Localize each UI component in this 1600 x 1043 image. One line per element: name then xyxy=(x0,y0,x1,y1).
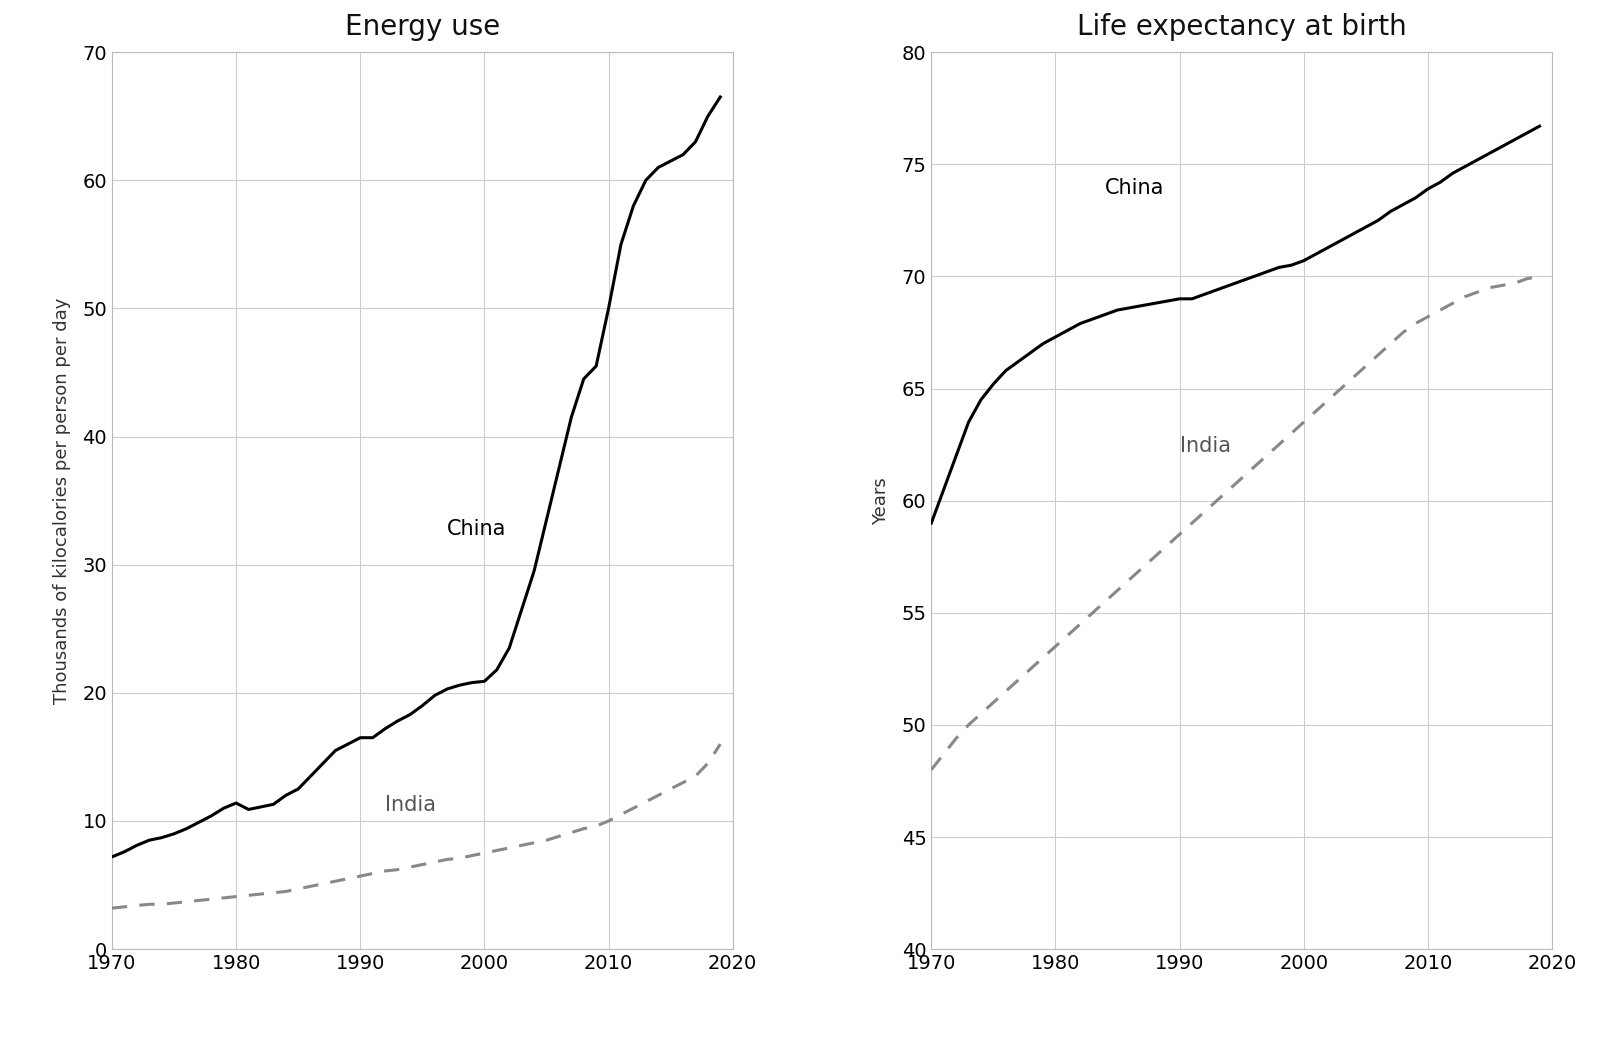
Title: Energy use: Energy use xyxy=(344,14,499,42)
Title: Life expectancy at birth: Life expectancy at birth xyxy=(1077,14,1406,42)
Text: India: India xyxy=(1179,436,1230,456)
Text: China: China xyxy=(1106,178,1165,198)
Y-axis label: Thousands of kilocalories per person per day: Thousands of kilocalories per person per… xyxy=(53,297,72,704)
Y-axis label: Years: Years xyxy=(872,477,890,525)
Text: India: India xyxy=(386,795,437,815)
Text: China: China xyxy=(446,519,507,539)
